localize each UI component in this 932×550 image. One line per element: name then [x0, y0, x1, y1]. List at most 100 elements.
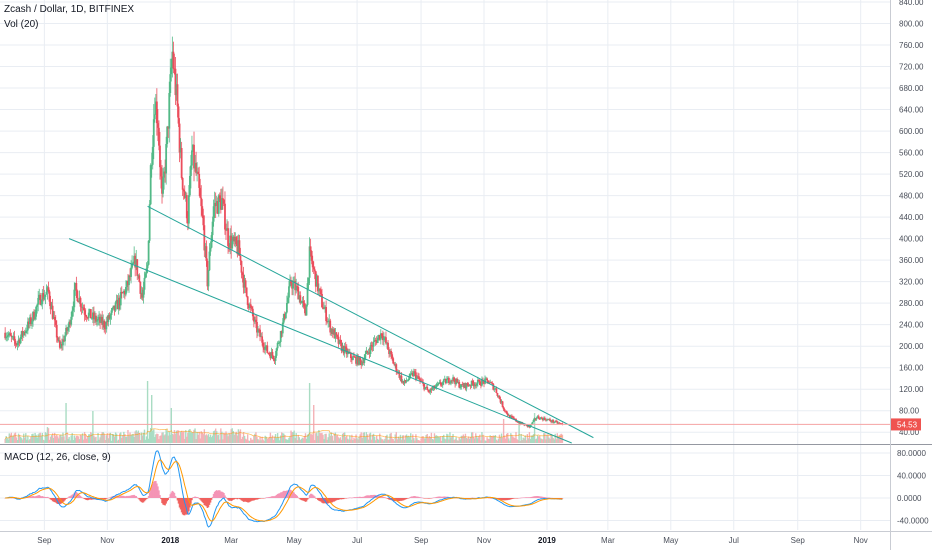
macd-histogram-bar: [162, 498, 164, 505]
macd-histogram-bar: [230, 498, 232, 501]
volume-bar: [431, 439, 434, 443]
candle-body: [498, 395, 501, 399]
volume-bar: [485, 440, 487, 443]
macd-histogram-bar: [303, 498, 306, 502]
candle-body: [393, 363, 396, 365]
candle-body: [248, 304, 251, 309]
macd-histogram-bar: [203, 498, 206, 506]
volume-bar: [145, 436, 148, 443]
macd-histogram-bar: [528, 497, 531, 498]
candle-body: [540, 417, 543, 419]
volume-bar: [356, 438, 358, 443]
macd-histogram-bar: [376, 495, 379, 498]
volume-bar: [405, 434, 408, 443]
candle-body: [254, 319, 256, 322]
candle-body: [261, 336, 264, 343]
candle-body: [499, 398, 502, 403]
volume-bar: [188, 429, 190, 443]
volume-bar: [34, 432, 36, 443]
macd-histogram-bar: [413, 496, 415, 498]
volume-bar: [153, 429, 155, 443]
volume-bar: [370, 439, 373, 443]
candle-body: [471, 380, 474, 384]
volume-bar: [81, 433, 84, 443]
macd-histogram-bar: [160, 498, 162, 500]
candle-body: [62, 339, 64, 346]
volume-bar: [437, 436, 440, 443]
candle-body: [532, 419, 535, 422]
macd-histogram-bar: [430, 498, 433, 499]
volume-bar: [475, 433, 477, 443]
macd-histogram-bar: [142, 498, 145, 503]
macd-histogram-bar: [46, 496, 49, 498]
volume-bar: [294, 438, 296, 443]
candle-body: [400, 375, 403, 382]
candle-body: [102, 320, 105, 325]
trendlines[interactable]: [68, 205, 594, 444]
time-tick-label: Nov: [854, 536, 868, 545]
candle-body: [398, 371, 401, 378]
macd-histogram-bar: [288, 489, 290, 498]
macd-histogram-bar: [382, 496, 384, 498]
candle-body: [346, 351, 349, 355]
candle-body: [113, 305, 116, 311]
volume-bar: [142, 432, 145, 443]
volume-bar: [218, 434, 220, 443]
macd-histogram-bar: [123, 495, 125, 498]
candle-body: [25, 330, 28, 332]
macd-histogram-bar: [152, 481, 155, 498]
volume-bar: [228, 433, 230, 443]
macd-histogram-bar: [434, 497, 437, 498]
macd-histogram-bar: [191, 498, 193, 501]
volume-bar: [530, 435, 533, 443]
volume-bar: [239, 429, 242, 443]
volume-bar: [24, 437, 26, 443]
volume-bar: [425, 435, 427, 443]
volume-bar: [171, 433, 174, 443]
volume-bar: [502, 419, 505, 443]
candle-body: [264, 346, 267, 350]
macd-histogram-bar: [363, 496, 366, 498]
macd-histogram-bar: [251, 498, 253, 501]
macd-histogram-bar: [548, 497, 550, 499]
candle-body: [46, 287, 49, 292]
macd-histogram-bar: [353, 497, 355, 498]
candle-body: [454, 380, 457, 385]
candle-body: [331, 328, 334, 334]
candle-body: [89, 309, 92, 319]
macd-histogram-bar: [257, 498, 259, 500]
volume-bar: [495, 439, 498, 443]
macd-histogram-bar: [86, 498, 89, 501]
volume-bar: [552, 437, 554, 443]
volume-bar: [350, 439, 352, 443]
candle-body: [237, 240, 240, 255]
candle-body: [96, 320, 98, 322]
candle-body: [333, 329, 336, 339]
candle-body: [121, 292, 124, 294]
candle-body: [360, 360, 363, 366]
volume-bar: [278, 440, 281, 443]
macd-histogram-bar: [385, 497, 387, 499]
volume-bar: [35, 434, 37, 443]
candle-body: [338, 339, 341, 344]
volume-bar: [59, 435, 61, 443]
volume-bar: [162, 432, 164, 443]
candle-body: [546, 419, 548, 421]
candle-body: [531, 421, 534, 425]
volume-bar: [141, 435, 144, 443]
macd-histogram-bar: [559, 498, 562, 499]
candle-body: [122, 291, 125, 294]
macd-histogram-bar: [498, 498, 501, 500]
volume-bar: [47, 428, 50, 443]
macd-histogram-bar: [401, 498, 404, 501]
macd-histogram-bar: [280, 492, 283, 498]
macd-histogram-bar: [172, 491, 175, 498]
candle-body: [550, 420, 552, 422]
candle-body: [545, 419, 547, 421]
macd-histogram-bar: [179, 498, 182, 510]
candle-body: [196, 171, 199, 174]
macd-histogram-bar: [440, 496, 443, 498]
macd-histogram-bar: [526, 497, 529, 498]
volume-bar: [281, 432, 283, 443]
